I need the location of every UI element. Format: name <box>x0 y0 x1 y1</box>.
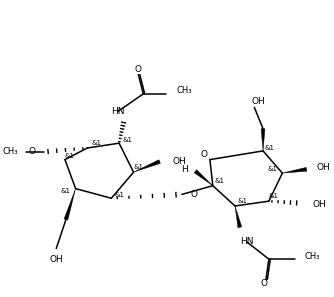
Polygon shape <box>235 206 242 228</box>
Polygon shape <box>282 168 307 173</box>
Text: &1: &1 <box>64 153 74 159</box>
Text: &1: &1 <box>61 187 71 194</box>
Text: HN: HN <box>111 107 125 116</box>
Text: &1: &1 <box>269 193 279 199</box>
Text: &1: &1 <box>123 137 133 143</box>
Text: CH₃: CH₃ <box>176 86 192 94</box>
Text: OH: OH <box>312 200 326 208</box>
Text: &1: &1 <box>238 198 248 204</box>
Text: CH₃: CH₃ <box>305 252 320 261</box>
Text: O: O <box>135 65 142 74</box>
Text: OH: OH <box>252 97 265 106</box>
Text: &1: &1 <box>215 178 225 184</box>
Text: OH: OH <box>49 255 63 264</box>
Text: OH: OH <box>316 163 330 172</box>
Text: &1: &1 <box>264 145 274 151</box>
Text: &1: &1 <box>134 164 144 170</box>
Text: O: O <box>28 147 35 157</box>
Polygon shape <box>134 160 160 172</box>
Text: &1: &1 <box>91 140 101 146</box>
Text: CH₃: CH₃ <box>2 147 18 157</box>
Polygon shape <box>194 170 213 186</box>
Text: O: O <box>200 150 207 159</box>
Text: OH: OH <box>172 157 186 166</box>
Text: H: H <box>181 165 188 174</box>
Text: &1: &1 <box>114 192 124 198</box>
Text: O: O <box>261 279 268 288</box>
Text: &1: &1 <box>268 166 278 172</box>
Polygon shape <box>64 189 75 220</box>
Polygon shape <box>261 129 265 151</box>
Text: HN: HN <box>240 237 254 246</box>
Text: O: O <box>191 190 198 199</box>
